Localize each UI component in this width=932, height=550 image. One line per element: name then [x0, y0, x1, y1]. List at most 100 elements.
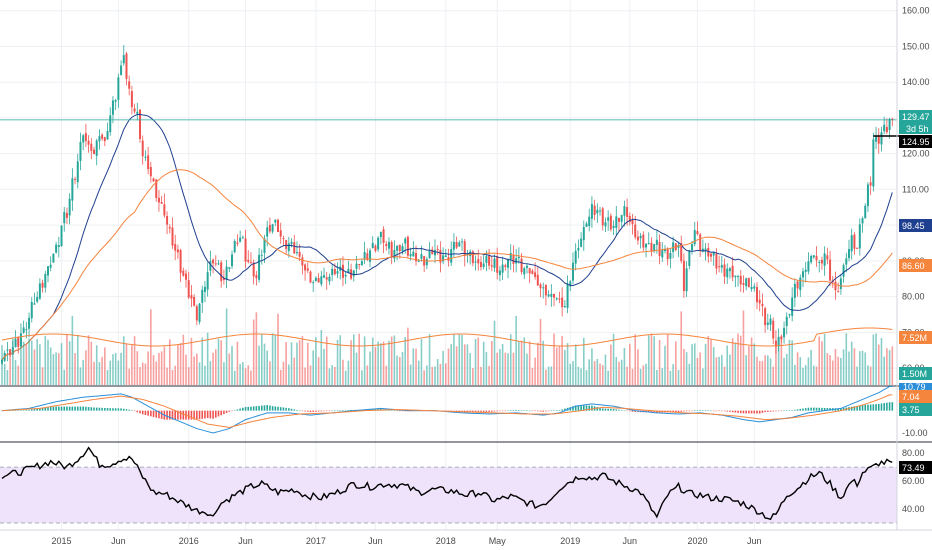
candle — [509, 244, 512, 270]
macd-histogram-bar — [60, 406, 63, 411]
candle — [195, 304, 198, 326]
candle — [766, 313, 769, 330]
volume-bar — [731, 338, 734, 385]
macd-histogram-bar — [114, 408, 117, 411]
macd-histogram-bar — [47, 407, 49, 411]
macd-histogram-bar — [12, 410, 14, 411]
candle — [523, 266, 526, 280]
candle — [47, 266, 50, 283]
macd-histogram-bar — [58, 406, 60, 411]
candle — [479, 256, 482, 271]
macd-histogram-bar — [864, 404, 867, 411]
candle — [490, 256, 493, 272]
candle — [807, 252, 810, 275]
volume-bar — [60, 343, 63, 385]
macd-histogram-bar — [312, 410, 314, 412]
candle — [577, 239, 580, 259]
volume-bar — [764, 355, 766, 385]
macd-histogram-bar — [458, 410, 461, 412]
candle — [580, 232, 583, 248]
candle — [793, 278, 796, 308]
candle — [206, 262, 209, 297]
volume-bar — [306, 342, 309, 385]
volume-bar — [639, 368, 642, 385]
macd-histogram-bar — [745, 410, 747, 414]
macd-histogram-bar — [150, 410, 152, 417]
candle — [539, 282, 542, 298]
candle — [309, 270, 312, 284]
macd-histogram-bar — [82, 406, 84, 411]
candle — [728, 267, 731, 279]
macd-histogram-bar — [220, 410, 222, 416]
candle — [875, 126, 878, 149]
volume-bar — [818, 336, 821, 385]
volume-bar — [101, 356, 103, 385]
macd-histogram-bar — [288, 408, 290, 411]
volume-bar — [769, 358, 772, 385]
candle — [436, 245, 439, 255]
macd-histogram-bar — [28, 410, 30, 411]
candle — [639, 232, 642, 249]
volume-bar — [775, 345, 777, 385]
macd-histogram-bar — [244, 407, 247, 411]
volume-bar — [739, 335, 742, 385]
volume-bar — [466, 344, 469, 385]
volume-bar — [490, 341, 493, 385]
candle — [650, 237, 653, 257]
candle — [331, 263, 334, 282]
macd-histogram-bar — [344, 410, 347, 411]
macd-histogram-bar — [255, 406, 258, 411]
volume-bar — [880, 337, 883, 385]
volume-bar — [813, 365, 815, 385]
volume-bar — [815, 366, 818, 385]
candle — [877, 128, 880, 154]
candle — [347, 260, 350, 274]
macd-histogram-bar — [182, 410, 185, 420]
volume-bar — [761, 361, 764, 385]
volume-bar — [90, 341, 93, 385]
candle — [320, 270, 323, 287]
candle — [44, 270, 47, 293]
macd-histogram-bar — [393, 410, 396, 412]
time-tick-label: 2019 — [560, 536, 580, 546]
candle — [607, 210, 610, 231]
candle — [404, 237, 407, 254]
macd-histogram-bar — [507, 410, 509, 412]
volume-bar — [601, 365, 604, 385]
volume-bar — [39, 344, 41, 385]
candle — [355, 255, 358, 274]
volume-bar — [634, 334, 637, 385]
candle — [788, 313, 791, 319]
candle — [336, 262, 339, 278]
volume-bar — [531, 367, 534, 385]
macd-histogram-bar — [826, 408, 829, 411]
macd-histogram-bar — [228, 410, 231, 412]
volume-bar — [139, 367, 141, 385]
candle — [891, 117, 894, 127]
macd-histogram-bar — [799, 408, 802, 411]
candle — [617, 217, 620, 232]
volume-bar — [580, 368, 582, 385]
volume-bar — [44, 335, 47, 385]
candle — [203, 281, 206, 302]
macd-histogram-bar — [731, 410, 734, 413]
candle — [17, 336, 20, 354]
volume-bar — [404, 337, 407, 385]
macd-histogram-bar — [209, 410, 212, 419]
volume-bar — [152, 355, 155, 385]
macd-histogram-bar — [190, 410, 193, 420]
volume-ma-line — [1, 327, 893, 347]
time-tick-label: 2018 — [436, 536, 456, 546]
macd-histogram-bar — [282, 407, 285, 411]
macd-histogram-bar — [615, 409, 618, 411]
volume-bar — [98, 362, 101, 385]
volume-bar — [664, 345, 666, 385]
candle — [314, 276, 317, 282]
macd-histogram-bar — [290, 408, 293, 411]
volume-bar — [631, 368, 634, 385]
candle — [485, 250, 488, 272]
candle — [442, 247, 445, 265]
volume-bar — [620, 359, 623, 385]
macd-histogram-bar — [112, 408, 114, 411]
volume-bar — [6, 370, 9, 385]
